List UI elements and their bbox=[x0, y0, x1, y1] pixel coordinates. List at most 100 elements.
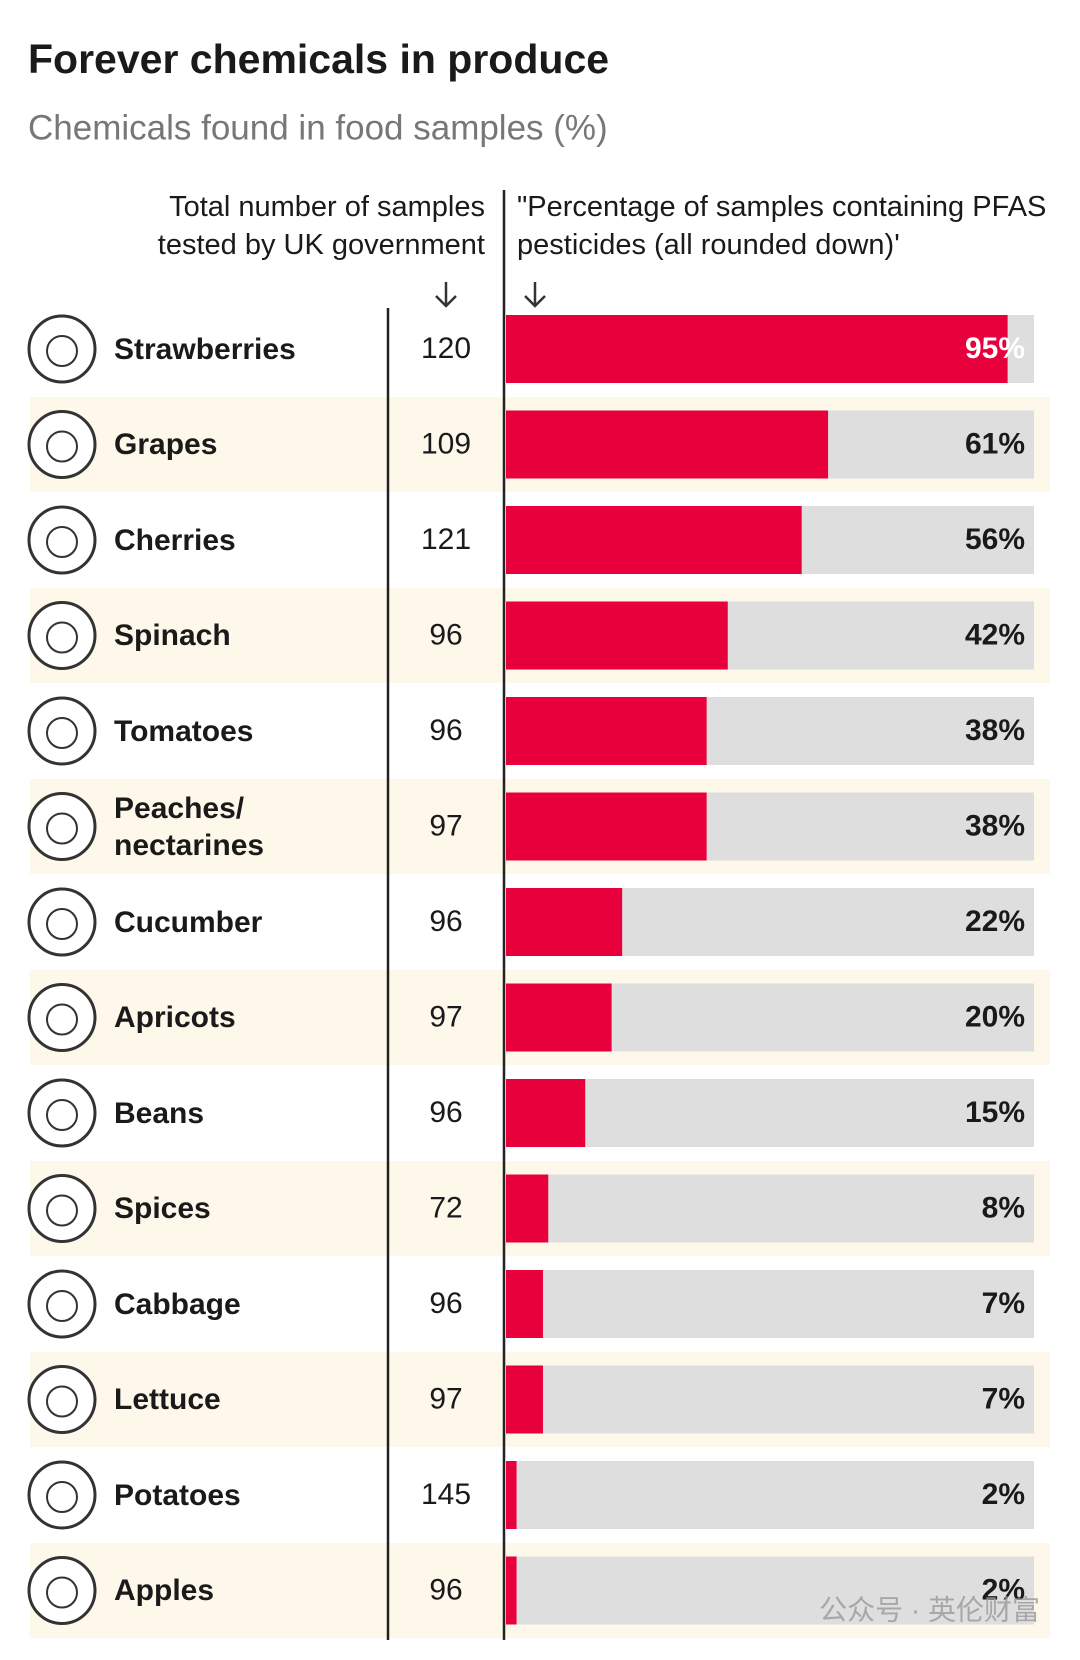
sample-count: 96 bbox=[429, 618, 462, 651]
category-label-box: Strawberries bbox=[114, 302, 364, 397]
icon-inner bbox=[46, 717, 78, 749]
category-label-box: Peaches/ nectarines bbox=[114, 779, 364, 874]
icon bbox=[27, 1269, 97, 1339]
sample-count: 96 bbox=[429, 1096, 462, 1129]
category-label-box: Cherries bbox=[114, 523, 236, 557]
bar-track bbox=[506, 1079, 1034, 1147]
sample-count: 96 bbox=[429, 905, 462, 938]
category-label: Cabbage bbox=[114, 1287, 241, 1321]
category-label-box: Grapes bbox=[114, 397, 364, 492]
bar-track bbox=[506, 1270, 1034, 1338]
icon bbox=[27, 696, 97, 766]
icon-inner bbox=[46, 430, 78, 463]
category-label-box: Beans bbox=[114, 1066, 364, 1161]
value-label: 38% bbox=[965, 809, 1025, 842]
category-label-wrap: Tomatoes bbox=[114, 684, 364, 779]
icon bbox=[27, 505, 97, 575]
icon-inner bbox=[46, 1290, 78, 1322]
value-label: 38% bbox=[965, 714, 1025, 747]
bar bbox=[506, 506, 802, 574]
samples-heading-box: Total number of samples tested by UK gov… bbox=[158, 191, 485, 261]
bar bbox=[506, 1270, 543, 1338]
sample-count: 72 bbox=[429, 1191, 462, 1224]
icon-inner bbox=[46, 1385, 78, 1418]
values-heading: "Percentage of samples containing PFAS p… bbox=[517, 191, 1047, 261]
icon bbox=[27, 1365, 97, 1434]
category-label: Cherries bbox=[114, 523, 236, 557]
category-label: Grapes bbox=[114, 428, 218, 461]
category-label: Strawberries bbox=[114, 332, 296, 366]
bar-track bbox=[506, 1365, 1034, 1434]
value-label: 8% bbox=[982, 1191, 1025, 1224]
bar bbox=[506, 983, 612, 1052]
bar bbox=[506, 601, 728, 670]
value-label: 15% bbox=[965, 1096, 1025, 1129]
bar bbox=[506, 1079, 586, 1147]
value-label: 95% bbox=[965, 332, 1025, 365]
icon bbox=[27, 314, 97, 384]
category-label-wrap: Peaches/ nectarines bbox=[114, 779, 364, 874]
value-label: 61% bbox=[965, 427, 1025, 460]
category-label-wrap: Strawberries bbox=[114, 302, 364, 397]
sample-count: 97 bbox=[429, 1000, 462, 1033]
value-label: 2% bbox=[982, 1478, 1025, 1511]
category-label-wrap: Potatoes bbox=[114, 1448, 364, 1543]
sample-count: 145 bbox=[421, 1478, 471, 1511]
icon bbox=[27, 1078, 97, 1148]
arrow bbox=[524, 282, 546, 308]
category-label: Cucumber bbox=[114, 905, 263, 939]
icon bbox=[27, 983, 97, 1052]
category-label-box: Lettuce bbox=[114, 1352, 364, 1447]
bar bbox=[506, 792, 707, 861]
chart-subtitle: Chemicals found in food samples (%) bbox=[28, 108, 608, 147]
icon bbox=[27, 410, 97, 479]
category-label: Apricots bbox=[114, 1001, 236, 1034]
sample-count: 120 bbox=[421, 332, 471, 365]
category-label-wrap: Apricots bbox=[114, 970, 364, 1065]
sample-count: 121 bbox=[421, 523, 471, 556]
bar bbox=[506, 410, 829, 479]
bar bbox=[506, 1174, 549, 1243]
category-label-box: Apples bbox=[114, 1543, 364, 1638]
category-label: Potatoes bbox=[114, 1478, 241, 1512]
rows: Strawberries 120 95% Grapes 109 61% Cherries 12… bbox=[27, 302, 1050, 1638]
bar-track bbox=[506, 1556, 1034, 1625]
category-label: Apples bbox=[114, 1574, 215, 1607]
icon bbox=[27, 1556, 97, 1625]
sample-count: 97 bbox=[429, 809, 462, 842]
value-label: 22% bbox=[965, 905, 1025, 938]
value-label: 7% bbox=[982, 1287, 1025, 1320]
value-label: 20% bbox=[965, 1000, 1025, 1033]
category-label-wrap: Lettuce bbox=[114, 1352, 364, 1447]
category-label: Beans bbox=[114, 1096, 205, 1130]
icon bbox=[27, 601, 97, 670]
category-label-box: Cucumber bbox=[114, 905, 263, 939]
arrows bbox=[435, 282, 546, 308]
icon-inner bbox=[46, 1003, 78, 1036]
category-label-wrap: Grapes bbox=[114, 397, 364, 492]
category-label-wrap: Cabbage bbox=[114, 1257, 364, 1352]
category-label-wrap: Beans bbox=[114, 1066, 364, 1161]
arrow bbox=[435, 282, 457, 308]
bar bbox=[506, 697, 707, 765]
icon bbox=[27, 1460, 97, 1530]
category-label-wrap: Spices bbox=[114, 1161, 364, 1256]
bar bbox=[506, 1556, 517, 1625]
category-label-box: Cabbage bbox=[114, 1257, 364, 1352]
category-label-box: Tomatoes bbox=[114, 684, 364, 779]
bar bbox=[506, 1461, 517, 1529]
bar bbox=[506, 1365, 543, 1434]
sample-count: 97 bbox=[429, 1382, 462, 1415]
value-label: 7% bbox=[982, 1382, 1025, 1415]
icon-inner bbox=[46, 335, 78, 367]
bar bbox=[506, 315, 1008, 383]
category-label-wrap: Apples bbox=[114, 1543, 364, 1638]
category-label-wrap: Spinach bbox=[114, 588, 364, 683]
icon-inner bbox=[46, 812, 78, 845]
icon bbox=[27, 887, 97, 957]
bar-track bbox=[506, 1174, 1034, 1243]
bar-track bbox=[506, 1461, 1034, 1529]
sample-count: 109 bbox=[421, 427, 471, 460]
category-label: Spinach bbox=[114, 619, 231, 652]
category-label: Lettuce bbox=[114, 1383, 221, 1416]
